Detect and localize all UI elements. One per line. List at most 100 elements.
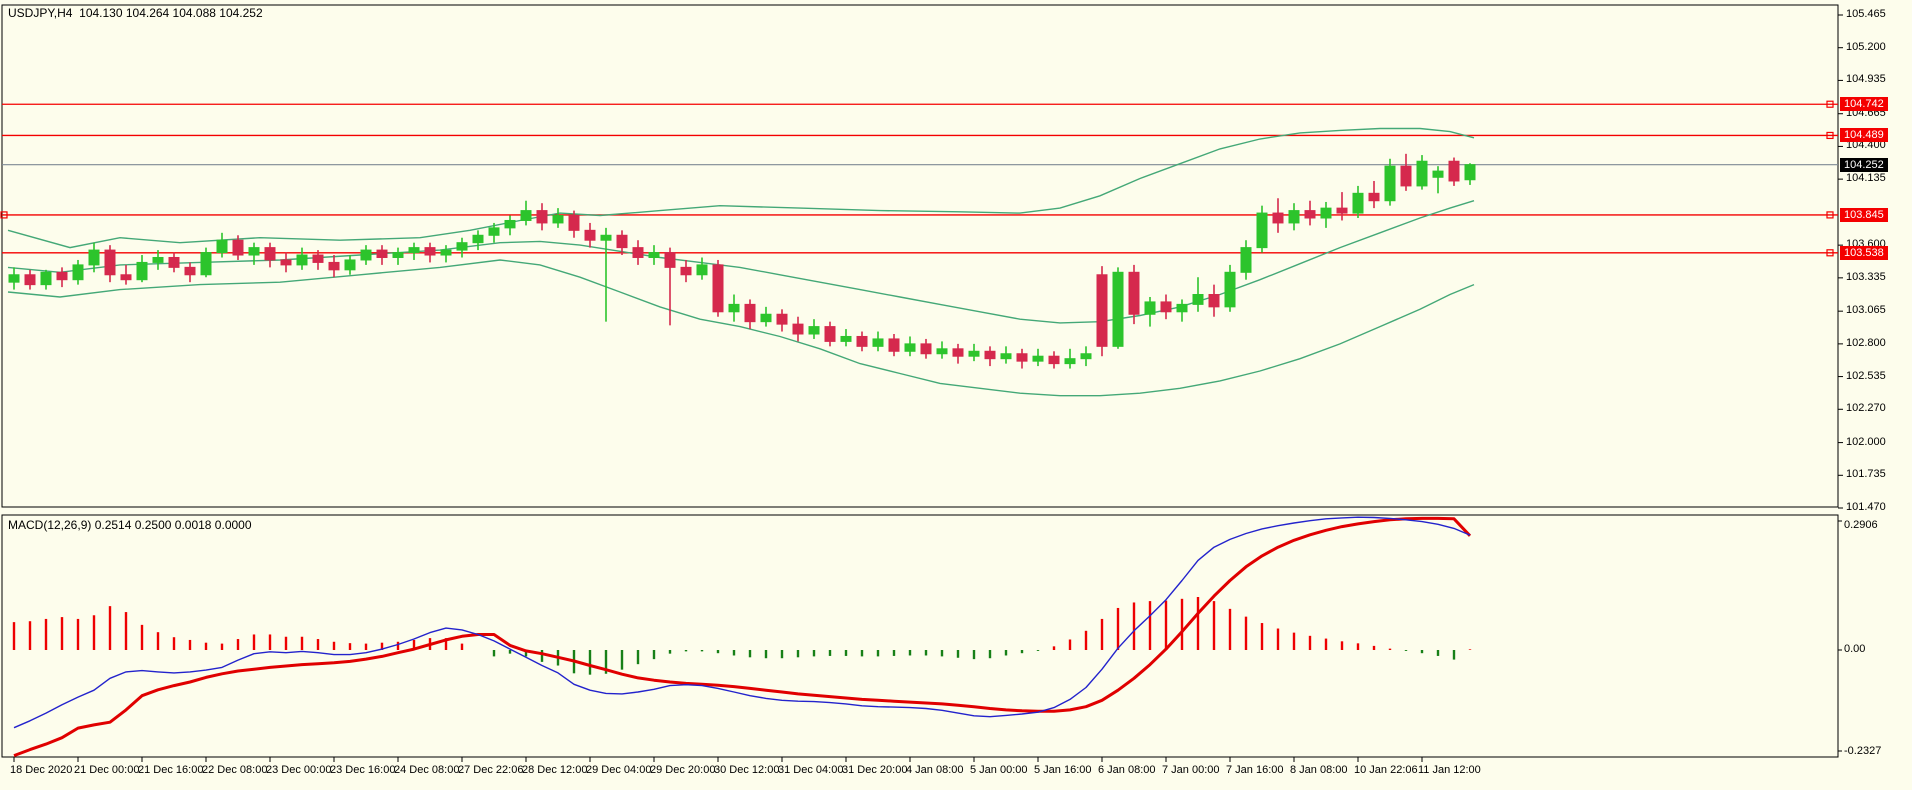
bullish-candle[interactable] [408, 247, 420, 254]
bullish-candle[interactable] [1384, 165, 1396, 202]
bullish-candle[interactable] [248, 247, 260, 256]
bullish-candle[interactable] [1320, 207, 1332, 219]
bullish-candle[interactable] [456, 242, 468, 251]
bearish-candle[interactable] [712, 264, 724, 313]
bullish-candle[interactable] [1464, 164, 1476, 181]
bullish-candle[interactable] [1144, 301, 1156, 315]
line-handle-marker[interactable] [1826, 131, 1834, 140]
bearish-candle[interactable] [1304, 210, 1316, 219]
line-handle-marker[interactable] [1826, 100, 1834, 108]
bearish-candle[interactable] [1448, 160, 1460, 182]
bullish-candle[interactable] [872, 338, 884, 347]
line-handle-marker[interactable] [0, 211, 8, 219]
bearish-candle[interactable] [632, 247, 644, 258]
bullish-candle[interactable] [200, 252, 212, 276]
bearish-candle[interactable] [1272, 212, 1284, 224]
bearish-candle[interactable] [616, 234, 628, 249]
bullish-candle[interactable] [8, 274, 20, 283]
bearish-candle[interactable] [568, 215, 580, 231]
bearish-candle[interactable] [920, 343, 932, 355]
bearish-candle[interactable] [856, 335, 868, 347]
bullish-candle[interactable] [392, 252, 404, 258]
bearish-candle[interactable] [824, 326, 836, 342]
bearish-candle[interactable] [1160, 301, 1172, 313]
bullish-candle[interactable] [1192, 294, 1204, 305]
bearish-candle[interactable] [1400, 165, 1412, 187]
bearish-candle[interactable] [104, 249, 116, 276]
bearish-candle[interactable] [1128, 271, 1140, 315]
bearish-candle[interactable] [1368, 192, 1380, 202]
bullish-candle[interactable] [440, 249, 452, 256]
bullish-candle[interactable] [1080, 353, 1092, 360]
bearish-candle[interactable] [888, 338, 900, 352]
bullish-candle[interactable] [1176, 303, 1188, 313]
bullish-candle[interactable] [1352, 192, 1364, 214]
bearish-candle[interactable] [744, 303, 756, 323]
bearish-candle[interactable] [664, 252, 676, 268]
bullish-candle[interactable] [472, 234, 484, 244]
bullish-candle[interactable] [216, 239, 228, 254]
bullish-candle[interactable] [88, 249, 100, 266]
bullish-candle[interactable] [1112, 271, 1124, 347]
bullish-candle[interactable] [936, 348, 948, 355]
bearish-candle[interactable] [1208, 294, 1220, 308]
bearish-candle[interactable] [584, 229, 596, 241]
bearish-candle[interactable] [536, 210, 548, 224]
bullish-candle[interactable] [840, 335, 852, 342]
bullish-candle[interactable] [344, 259, 356, 271]
line-handle-marker[interactable] [1826, 249, 1834, 257]
bearish-candle[interactable] [280, 259, 292, 266]
bullish-candle[interactable] [1224, 271, 1236, 308]
bearish-candle[interactable] [1096, 274, 1108, 347]
bullish-candle[interactable] [360, 249, 372, 261]
bullish-candle[interactable] [696, 264, 708, 276]
line-handle-marker[interactable] [1826, 211, 1834, 219]
bearish-candle[interactable] [168, 256, 180, 268]
bullish-candle[interactable] [296, 254, 308, 266]
bullish-candle[interactable] [728, 303, 740, 313]
bearish-candle[interactable] [376, 249, 388, 258]
bearish-candle[interactable] [680, 266, 692, 276]
bullish-candle[interactable] [808, 326, 820, 335]
bullish-candle[interactable] [552, 215, 564, 224]
bullish-candle[interactable] [904, 343, 916, 352]
bullish-candle[interactable] [1256, 212, 1268, 249]
bullish-candle[interactable] [488, 227, 500, 236]
bullish-candle[interactable] [1064, 358, 1076, 365]
bullish-candle[interactable] [1288, 210, 1300, 224]
bullish-candle[interactable] [760, 313, 772, 323]
bearish-candle[interactable] [312, 254, 324, 263]
bearish-candle[interactable] [424, 247, 436, 256]
bullish-candle[interactable] [968, 350, 980, 357]
bullish-candle[interactable] [1000, 353, 1012, 360]
bullish-candle[interactable] [600, 234, 612, 241]
bearish-candle[interactable] [56, 271, 68, 281]
bearish-candle[interactable] [232, 239, 244, 256]
bullish-candle[interactable] [1432, 170, 1444, 178]
bearish-candle[interactable] [776, 313, 788, 325]
bullish-candle[interactable] [1240, 247, 1252, 273]
bearish-candle[interactable] [120, 274, 132, 281]
bearish-candle[interactable] [952, 348, 964, 357]
bullish-candle[interactable] [1416, 160, 1428, 187]
bullish-candle[interactable] [72, 264, 84, 281]
bullish-candle[interactable] [152, 256, 164, 263]
bearish-candle[interactable] [328, 261, 340, 271]
bearish-candle[interactable] [792, 323, 804, 335]
bullish-candle[interactable] [40, 271, 52, 286]
bearish-candle[interactable] [1048, 355, 1060, 365]
price-tick-label: 102.800 [1846, 336, 1886, 349]
bearish-candle[interactable] [984, 350, 996, 360]
bearish-candle[interactable] [1336, 207, 1348, 214]
bullish-candle[interactable] [1032, 355, 1044, 362]
bearish-candle[interactable] [1016, 353, 1028, 362]
bullish-candle[interactable] [520, 210, 532, 221]
bullish-candle[interactable] [136, 261, 148, 281]
bearish-candle[interactable] [264, 247, 276, 261]
bullish-candle[interactable] [648, 252, 660, 258]
bearish-candle[interactable] [184, 266, 196, 276]
bullish-candle[interactable] [504, 219, 516, 229]
price-tick-label: 102.000 [1846, 435, 1886, 448]
bearish-candle[interactable] [24, 274, 36, 286]
